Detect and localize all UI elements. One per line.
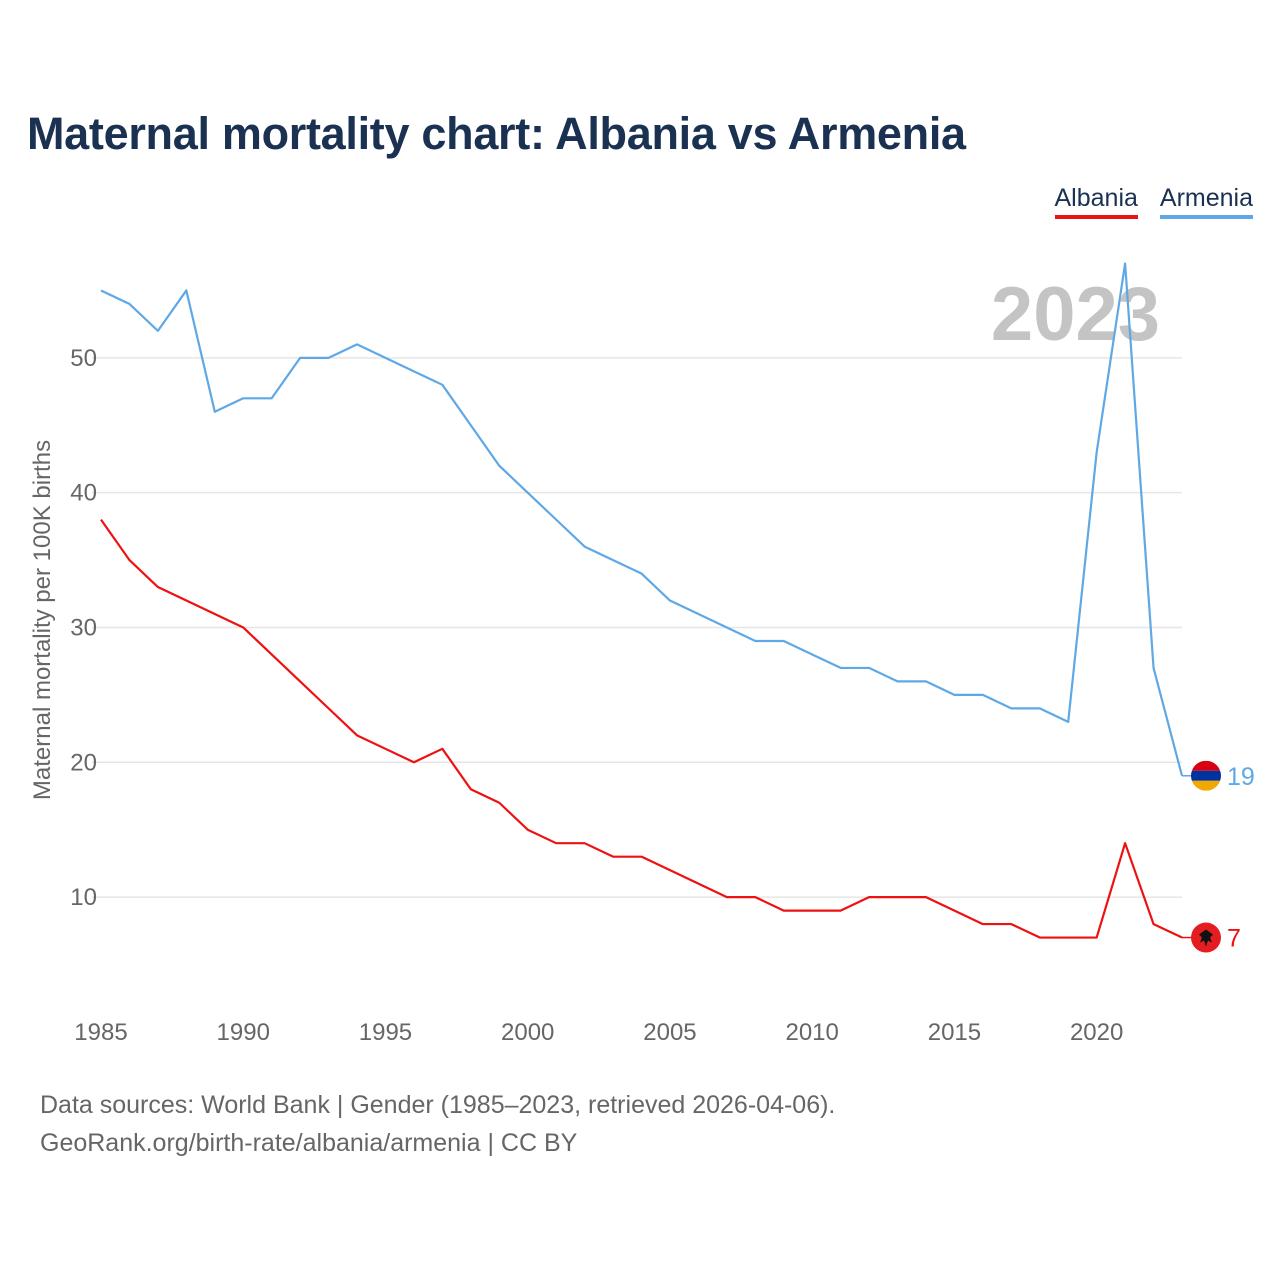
y-tick-label: 40 [70,480,97,507]
grid-lines [92,357,1182,898]
x-tick-label: 2005 [643,1019,696,1046]
line-chart: 2023 10 20 30 40 50 1985 1990 1995 2000 2005 2010… [29,262,1255,1046]
legend-item-albania[interactable]: Albania [1054,184,1138,219]
x-tick-label: 2020 [1070,1019,1123,1046]
x-tick-label: 2000 [501,1019,554,1046]
series-line-armenia [100,262,1184,777]
sources: Data sources: World Bank | Gender (1985–… [40,1086,835,1162]
y-tick-label: 10 [70,884,97,911]
end-markers: 7 19 [1182,760,1255,953]
legend: Albania Armenia [1054,184,1253,219]
x-tick-label: 1995 [359,1019,412,1046]
x-axis-ticks: 1985 1990 1995 2000 2005 2010 2015 2020 [74,1019,1123,1046]
source-line: Data sources: World Bank | Gender (1985–… [40,1091,836,1119]
y-tick-label: 50 [70,345,97,372]
x-tick-label: 1985 [74,1019,127,1046]
x-tick-label: 1990 [217,1019,270,1046]
chart-title: Maternal mortality chart: Albania vs Arm… [27,108,966,159]
albania-flag-icon [1191,922,1221,953]
legend-item-armenia[interactable]: Armenia [1159,184,1253,219]
series-line-albania [100,518,1183,939]
x-tick-label: 2010 [785,1019,838,1046]
y-axis-ticks: 10 20 30 40 50 [70,345,97,911]
armenia-flag-icon [1191,760,1221,791]
end-value-label-albania: 7 [1227,925,1241,953]
y-tick-label: 20 [70,749,97,776]
year-label: 2023 [991,272,1160,357]
source-url: GeoRank.org/birth-rate/albania/armenia |… [40,1129,578,1157]
series-lines [100,262,1184,939]
end-value-label-armenia: 19 [1227,763,1255,791]
y-axis-label: Maternal mortality per 100K births [29,440,56,800]
x-tick-label: 2015 [928,1019,981,1046]
y-tick-label: 30 [70,614,97,641]
